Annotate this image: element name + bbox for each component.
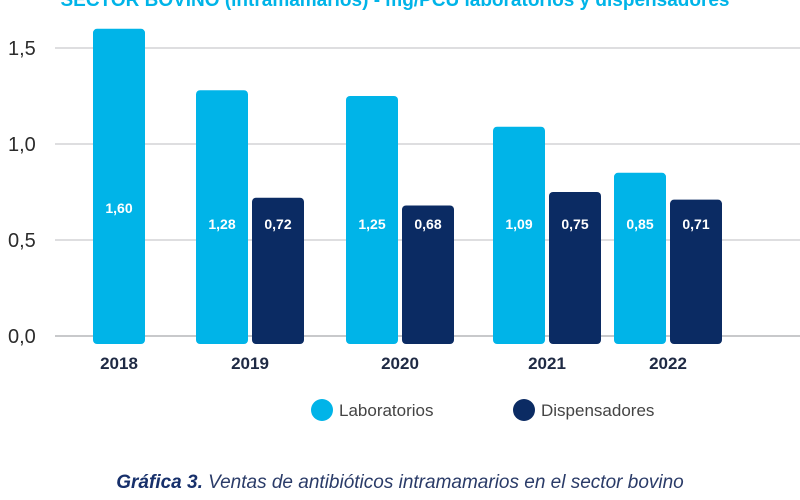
bar-laboratorios-2022 xyxy=(614,172,666,344)
bar-laboratorios-2019 xyxy=(196,90,248,345)
data-label: 0,85 xyxy=(626,216,653,232)
y-tick-label: 1,0 xyxy=(8,134,36,156)
legend-swatch xyxy=(311,399,333,421)
y-tick-label: 1,5 xyxy=(8,38,36,60)
x-category-label: 2022 xyxy=(649,354,687,373)
bar-dispensadores-2021 xyxy=(549,192,601,344)
legend-label: Dispensadores xyxy=(541,401,654,420)
data-label: 1,09 xyxy=(505,216,532,232)
bar-laboratorios-2018 xyxy=(93,28,145,345)
data-label: 1,60 xyxy=(105,200,132,216)
legend-swatch xyxy=(513,399,535,421)
chart-title: SECTOR BOVINO (intramamarios) - mg/PCU l… xyxy=(60,0,729,11)
y-axis-ticks: 0,0 0,5 1,0 1,5 xyxy=(8,38,36,348)
bar-dispensadores-2020 xyxy=(402,205,454,344)
x-category-label: 2019 xyxy=(231,354,269,373)
legend-label: Laboratorios xyxy=(339,401,434,420)
legend: Laboratorios Dispensadores xyxy=(311,399,654,421)
x-category-label: 2018 xyxy=(100,354,138,373)
y-tick-label: 0,0 xyxy=(8,326,36,348)
caption-text: Ventas de antibióticos intramamarios en … xyxy=(202,472,684,493)
bars xyxy=(93,28,722,345)
data-label: 1,25 xyxy=(358,216,385,232)
data-label: 0,75 xyxy=(561,216,588,232)
data-label: 0,72 xyxy=(264,216,291,232)
x-axis-categories: 2018 2019 2020 2021 2022 xyxy=(100,354,687,373)
bar-dispensadores-2022 xyxy=(670,199,722,344)
data-label: 0,71 xyxy=(682,216,709,232)
figure-caption: Gráfica 3. Ventas de antibióticos intram… xyxy=(0,472,800,494)
data-label: 0,68 xyxy=(414,216,441,232)
x-category-label: 2020 xyxy=(381,354,419,373)
bar-laboratorios-2020 xyxy=(346,96,398,344)
x-category-label: 2021 xyxy=(528,354,566,373)
caption-label: Gráfica 3. xyxy=(116,472,203,493)
value-labels: 1,60 1,28 0,72 1,25 0,68 1,09 0,75 0,85 0,71 xyxy=(105,200,709,232)
y-tick-label: 0,5 xyxy=(8,230,36,252)
bar-laboratorios-2021 xyxy=(493,126,545,344)
bar-dispensadores-2019 xyxy=(252,197,304,344)
data-label: 1,28 xyxy=(208,216,235,232)
